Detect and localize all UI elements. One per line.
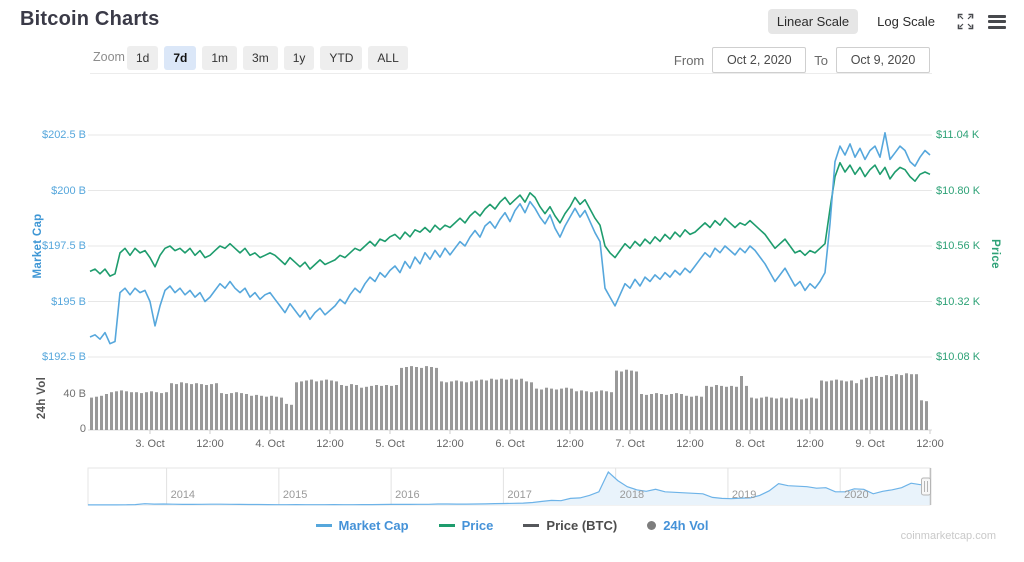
linear-scale-button[interactable]: Linear Scale bbox=[767, 9, 859, 34]
nav-year-label: 2020 bbox=[844, 489, 869, 501]
x-axis-label: 12:00 bbox=[676, 438, 704, 450]
axis-tick-label: $200 B bbox=[51, 184, 86, 197]
zoom-ranges: 1d 7d 1m 3m 1y YTD ALL bbox=[127, 46, 408, 70]
chart-toolbar: Zoom 1d 7d 1m 3m 1y YTD ALL From To bbox=[0, 46, 1024, 73]
zoom-range-ytd[interactable]: YTD bbox=[320, 46, 363, 70]
legend-label: Market Cap bbox=[338, 518, 409, 533]
x-axis-label: 12:00 bbox=[796, 438, 824, 450]
axis-tick-label: $195 B bbox=[51, 295, 86, 308]
zoom-range-1d[interactable]: 1d bbox=[127, 46, 159, 70]
x-axis-label: 12:00 bbox=[196, 438, 224, 450]
axis-tick-label: $10.32 K bbox=[936, 295, 981, 308]
x-axis-label: 9. Oct bbox=[855, 438, 885, 450]
x-axis-label: 6. Oct bbox=[495, 438, 525, 450]
zoom-range-1y[interactable]: 1y bbox=[283, 46, 315, 70]
nav-year-label: 2019 bbox=[731, 489, 757, 501]
zoom-range-3m[interactable]: 3m bbox=[243, 46, 278, 70]
watermark: coinmarketcap.com bbox=[900, 530, 996, 542]
page-title: Bitcoin Charts bbox=[20, 8, 160, 30]
to-date-input[interactable] bbox=[836, 47, 930, 73]
axis-tick-label: $192.5 B bbox=[41, 351, 86, 363]
nav-year-label: 2018 bbox=[619, 489, 645, 501]
log-scale-button[interactable]: Log Scale bbox=[868, 9, 944, 34]
x-axis-label: 12:00 bbox=[556, 438, 584, 450]
volume-bars bbox=[90, 366, 928, 430]
price-swatch bbox=[438, 524, 455, 527]
zoom-range-7d[interactable]: 7d bbox=[164, 46, 197, 70]
legend-item-24h-vol[interactable]: 24h Vol bbox=[647, 518, 708, 533]
from-label: From bbox=[673, 52, 705, 68]
nav-year-label: 2017 bbox=[507, 489, 532, 501]
legend-label: 24h Vol bbox=[663, 518, 709, 533]
date-range: From To bbox=[674, 47, 930, 73]
vol-swatch bbox=[647, 521, 657, 530]
x-axis-label: 8. Oct bbox=[735, 438, 765, 450]
legend-item-market-cap[interactable]: Market Cap bbox=[315, 518, 409, 533]
zoom-range-all[interactable]: ALL bbox=[368, 46, 408, 70]
to-label: To bbox=[814, 52, 828, 68]
x-axis-label: 4. Oct bbox=[255, 438, 285, 450]
axis-tick-label: $10.08 K bbox=[936, 351, 981, 363]
axis-tick-label: 40 B bbox=[63, 388, 86, 400]
nav-year-label: 2016 bbox=[395, 489, 420, 501]
legend-label: Price (BTC) bbox=[546, 518, 618, 533]
nav-year-label: 2014 bbox=[170, 489, 196, 501]
market-cap-line bbox=[89, 132, 931, 345]
legend-item-price[interactable]: Price bbox=[438, 518, 494, 533]
navigator-area[interactable] bbox=[88, 472, 930, 505]
fullscreen-icon[interactable] bbox=[954, 11, 976, 33]
x-axis-label: 3. Oct bbox=[135, 438, 165, 450]
navigator-line bbox=[88, 471, 931, 506]
nav-year-label: 2015 bbox=[282, 489, 308, 501]
axis-tick-label: 0 bbox=[79, 423, 86, 435]
market-cap-swatch bbox=[315, 524, 332, 527]
x-axis-label: 12:00 bbox=[316, 438, 344, 450]
menu-icon[interactable] bbox=[986, 11, 1008, 33]
zoom-label: Zoom bbox=[93, 50, 125, 64]
header-controls: Linear Scale Log Scale bbox=[767, 9, 1008, 34]
x-axis-label: 12:00 bbox=[436, 438, 464, 450]
axis-tick-label: $10.56 K bbox=[936, 240, 981, 252]
legend: Market Cap Price Price (BTC) 24h Vol bbox=[0, 518, 1024, 533]
x-axis-label: 12:00 bbox=[916, 438, 944, 450]
toolbar-divider bbox=[90, 73, 932, 74]
zoom-range-1m[interactable]: 1m bbox=[202, 46, 238, 70]
axis-tick-label: $11.04 K bbox=[936, 129, 980, 141]
axis-tick-label: $197.5 B bbox=[41, 240, 86, 252]
y-axis-title-price: Price bbox=[989, 239, 1001, 269]
axis-tick-label: $202.5 B bbox=[41, 129, 86, 141]
price-line bbox=[89, 161, 931, 277]
price-btc-swatch bbox=[523, 524, 540, 527]
legend-item-price-btc[interactable]: Price (BTC) bbox=[523, 518, 617, 533]
axis-tick-label: $10.80 K bbox=[936, 184, 981, 197]
x-axis-label: 5. Oct bbox=[375, 438, 405, 450]
from-date-input[interactable] bbox=[712, 47, 807, 73]
navigator-handle[interactable] bbox=[921, 477, 931, 496]
x-axis-label: 7. Oct bbox=[615, 438, 645, 450]
legend-label: Price bbox=[461, 518, 494, 533]
